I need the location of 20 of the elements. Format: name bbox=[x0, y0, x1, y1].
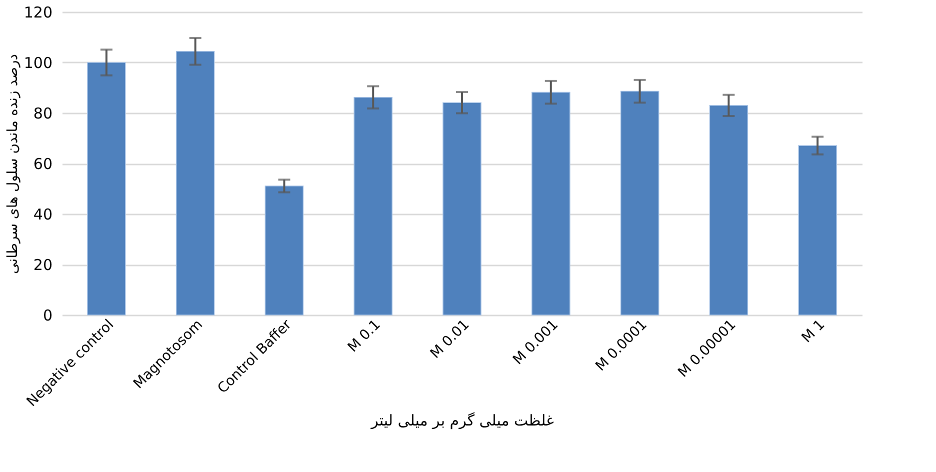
bar bbox=[442, 102, 482, 316]
y-tick-label: 80 bbox=[33, 104, 52, 122]
bar bbox=[620, 90, 660, 316]
y-tick-label: 0 bbox=[42, 306, 52, 324]
x-axis-title: غلظت میلی گرم بر میلی لیتر bbox=[370, 411, 554, 430]
bar bbox=[709, 105, 748, 316]
y-tick-label: 100 bbox=[24, 54, 52, 72]
y-tick-label: 120 bbox=[24, 4, 52, 22]
bar bbox=[798, 145, 837, 316]
x-tick-label: M 0.1 bbox=[344, 316, 384, 356]
bar bbox=[264, 186, 304, 316]
bar bbox=[531, 92, 570, 316]
x-tick-label: M 1 bbox=[798, 316, 828, 346]
bar bbox=[354, 96, 393, 316]
y-axis-title: درصد زنده ماندن سلول های سرطانی bbox=[4, 54, 21, 274]
bar bbox=[87, 62, 126, 316]
y-tick-label: 40 bbox=[33, 206, 52, 224]
y-tick-label: 60 bbox=[33, 155, 52, 173]
bar bbox=[176, 50, 215, 316]
y-tick-label: 20 bbox=[33, 256, 52, 274]
